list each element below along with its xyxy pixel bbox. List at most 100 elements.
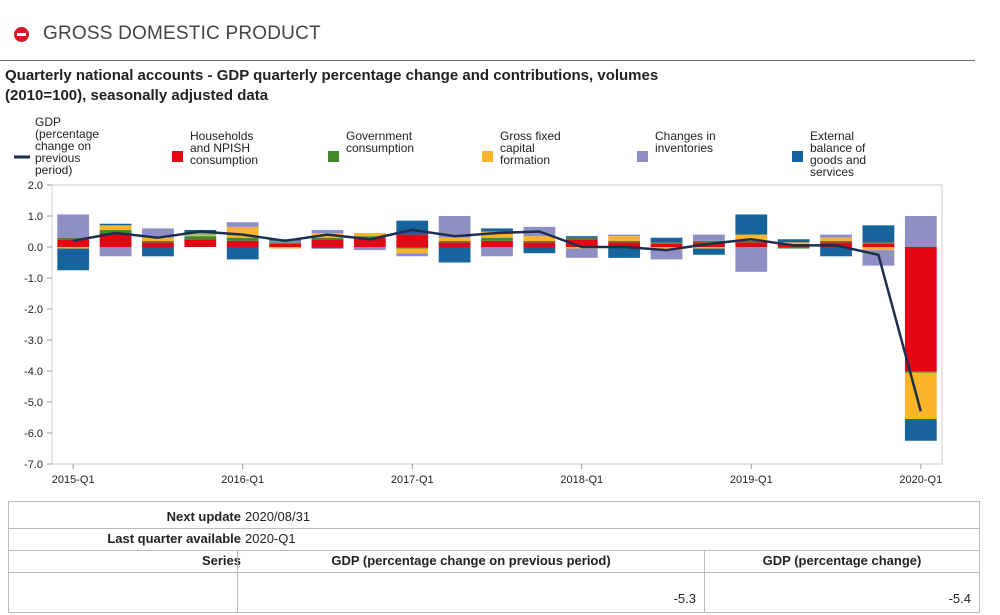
x-tick-label: 2018-Q1	[560, 474, 603, 486]
series-1-value: -5.3	[673, 591, 696, 606]
bar-segment	[142, 240, 174, 243]
bar-segment	[650, 242, 683, 244]
bar-segment	[481, 228, 513, 232]
bar-segment	[862, 242, 895, 244]
bar-segment	[904, 371, 937, 373]
bar-segment	[311, 247, 344, 249]
row-divider	[9, 572, 979, 573]
bar-segment	[311, 237, 344, 240]
bar-segment	[650, 250, 683, 260]
bar-segment	[353, 233, 386, 237]
bar-segment	[184, 239, 217, 247]
bar-segment	[99, 223, 132, 226]
bar-segment	[226, 240, 259, 247]
legend-label: period)	[35, 163, 72, 177]
bar-segment	[481, 231, 513, 238]
legend-swatch	[482, 151, 493, 162]
bar-segment	[735, 247, 768, 272]
bar-segment	[735, 242, 768, 247]
chart-title-line-1: Quarterly national accounts - GDP quarte…	[5, 67, 659, 84]
bar-segment	[353, 237, 386, 247]
legend-label: and NPISH	[190, 141, 250, 155]
legend-label: External	[810, 129, 854, 143]
bar-segment	[99, 247, 132, 257]
bar-segment	[57, 239, 90, 247]
series-row: Series	[9, 551, 979, 571]
bar-segment	[820, 247, 852, 257]
plot-frame	[51, 184, 943, 465]
bar-segment	[565, 239, 598, 247]
legend-label: inventories	[655, 141, 713, 155]
bar-segment	[650, 237, 683, 243]
last-quarter-value: 2020-Q1	[245, 531, 296, 546]
y-tick-label: -5.0	[24, 397, 43, 409]
bar-segment	[184, 236, 217, 240]
bar-segment	[269, 243, 301, 247]
legend-label: Gross fixed	[500, 129, 561, 143]
chart-title-line-2: (2010=100), seasonally adjusted data	[5, 87, 269, 104]
series-2-header: GDP (percentage change)	[762, 553, 922, 568]
bar-segment	[693, 247, 725, 249]
series-1-header: GDP (percentage change on previous perio…	[331, 553, 611, 568]
bar-segment	[142, 247, 174, 257]
bar-segment	[438, 240, 471, 243]
bar-segment	[777, 239, 810, 243]
bar-segment	[438, 247, 471, 263]
bar-segment	[396, 247, 429, 249]
legend-label: change on	[35, 139, 91, 153]
collapse-icon[interactable]	[14, 27, 29, 42]
x-tick-label: 2019-Q1	[730, 474, 773, 486]
bar-segment	[142, 228, 174, 238]
bar-segment	[142, 242, 174, 247]
gdp-line	[72, 228, 923, 412]
bar-segment	[735, 234, 768, 241]
legend-label: formation	[500, 153, 550, 167]
legend-swatch	[637, 151, 648, 162]
bar-segment	[438, 242, 471, 247]
bar-segment	[862, 243, 895, 247]
legend-label: consumption	[346, 141, 414, 155]
column-divider	[704, 550, 705, 612]
x-tick-label: 2017-Q1	[391, 474, 434, 486]
y-tick-label: 1.0	[28, 211, 43, 223]
bar-segment	[57, 237, 90, 240]
bar-segment	[481, 247, 513, 257]
last-quarter-row: Last quarter available 2020-Q1	[9, 529, 979, 549]
x-tick-label: 2020-Q1	[899, 474, 942, 486]
bar-segment	[396, 248, 429, 254]
y-tick-label: -7.0	[24, 459, 43, 471]
bar-segment	[311, 229, 344, 234]
series-2-value: -5.4	[948, 591, 971, 606]
bar-segment	[57, 247, 90, 249]
bar-segment	[862, 225, 895, 243]
bar-segment	[438, 216, 471, 238]
y-tick-label: -4.0	[24, 366, 43, 378]
legend-label: (percentage	[35, 127, 99, 141]
legend-swatch	[792, 151, 803, 162]
bar-segment	[565, 236, 598, 238]
bar-segment	[608, 236, 641, 241]
bar-segment	[565, 237, 598, 240]
bar-segment	[99, 229, 132, 234]
bar-segment	[438, 237, 471, 241]
legend-label: Changes in	[655, 129, 716, 143]
bar-segment	[693, 240, 725, 243]
legend-label: GDP	[35, 115, 61, 129]
bar-segment	[142, 237, 174, 241]
y-tick-label: -6.0	[24, 428, 43, 440]
bar-segment	[565, 248, 598, 258]
x-tick-label: 2016-Q1	[221, 474, 264, 486]
info-table: Next update 2020/08/31 Last quarter avai…	[8, 501, 980, 613]
bar-segment	[396, 234, 429, 247]
bar-segment	[396, 253, 429, 257]
bar-segment	[226, 226, 259, 238]
bar-segment	[226, 247, 259, 260]
gdp-chart: 2.0 1.0 0.0 -1.0 -2.0 -3.0 -4.0 -5.0 -6.0 -7.0 201…	[14, 115, 943, 486]
last-quarter-label: Last quarter available	[107, 531, 241, 546]
section-header: GROSS DOMESTIC PRODUCT	[0, 0, 975, 61]
bar-segment	[481, 240, 513, 247]
bar-segment	[777, 247, 810, 249]
legend-label: consumption	[190, 153, 258, 167]
bar-segment	[57, 248, 90, 271]
series-label: Series	[201, 553, 241, 568]
